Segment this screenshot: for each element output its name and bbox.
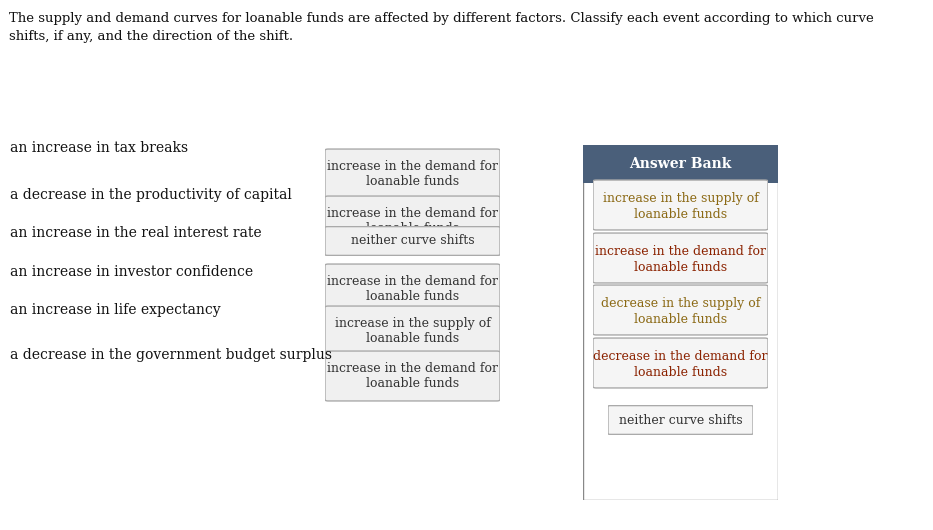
Text: an increase in life expectancy: an increase in life expectancy [10, 303, 220, 317]
FancyBboxPatch shape [608, 405, 753, 435]
Text: increase in the demand for
loanable funds: increase in the demand for loanable fund… [327, 160, 498, 188]
FancyBboxPatch shape [325, 264, 500, 314]
Text: an increase in the real interest rate: an increase in the real interest rate [10, 226, 261, 240]
Text: decrease in the demand for: decrease in the demand for [593, 350, 768, 363]
Text: increase in the supply of
loanable funds: increase in the supply of loanable funds [335, 317, 491, 345]
FancyBboxPatch shape [325, 227, 500, 255]
FancyBboxPatch shape [593, 338, 768, 388]
Text: increase in the demand for: increase in the demand for [595, 245, 766, 258]
Text: loanable funds: loanable funds [634, 261, 727, 274]
Text: increase in the supply of: increase in the supply of [603, 192, 759, 205]
Text: loanable funds: loanable funds [634, 313, 727, 326]
Text: loanable funds: loanable funds [634, 366, 727, 379]
FancyBboxPatch shape [593, 233, 768, 283]
Text: increase in the demand for
loanable funds: increase in the demand for loanable fund… [327, 275, 498, 303]
Text: decrease in the supply of: decrease in the supply of [601, 297, 760, 310]
FancyBboxPatch shape [583, 145, 778, 183]
FancyBboxPatch shape [593, 285, 768, 335]
Text: an increase in tax breaks: an increase in tax breaks [10, 141, 188, 155]
Text: increase in the demand for
loanable funds: increase in the demand for loanable fund… [327, 362, 498, 390]
Text: an increase in investor confidence: an increase in investor confidence [10, 265, 253, 279]
Text: loanable funds: loanable funds [634, 208, 727, 221]
Text: shifts, if any, and the direction of the shift.: shifts, if any, and the direction of the… [9, 30, 294, 43]
FancyBboxPatch shape [583, 145, 778, 500]
FancyBboxPatch shape [325, 196, 500, 246]
Text: a decrease in the government budget surplus: a decrease in the government budget surp… [10, 348, 332, 362]
FancyBboxPatch shape [593, 180, 768, 230]
FancyBboxPatch shape [325, 351, 500, 401]
Text: neither curve shifts: neither curve shifts [619, 413, 743, 427]
FancyBboxPatch shape [325, 149, 500, 199]
FancyBboxPatch shape [325, 306, 500, 356]
Text: increase in the demand for
loanable funds: increase in the demand for loanable fund… [327, 207, 498, 235]
Text: Answer Bank: Answer Bank [630, 157, 731, 171]
Text: neither curve shifts: neither curve shifts [351, 234, 474, 248]
Text: The supply and demand curves for loanable funds are affected by different factor: The supply and demand curves for loanabl… [9, 12, 874, 25]
Text: a decrease in the productivity of capital: a decrease in the productivity of capita… [10, 188, 292, 202]
